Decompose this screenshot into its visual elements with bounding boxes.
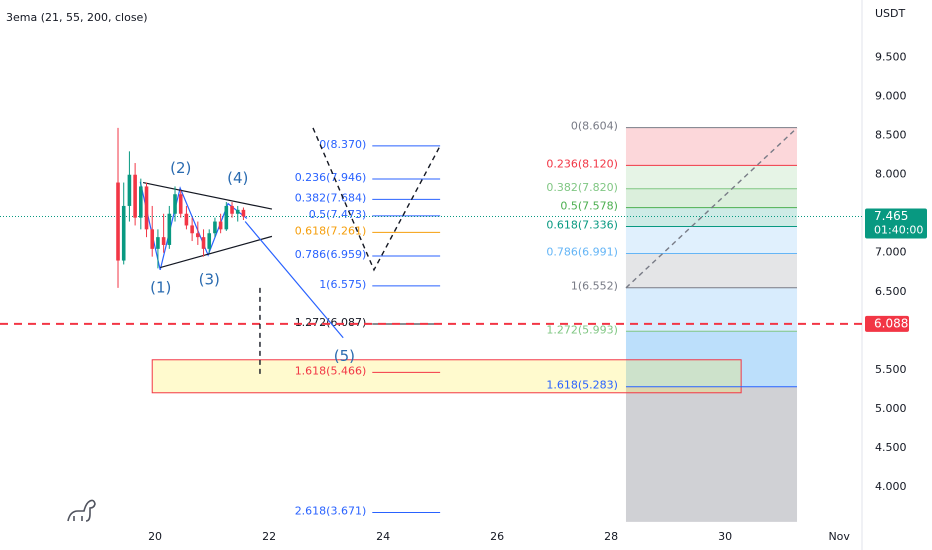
y-tick-label: 8.000 [875, 168, 907, 181]
x-tick-label: Nov [828, 530, 850, 543]
fib-label: 1(6.552) [571, 280, 618, 293]
candle-body [150, 229, 155, 249]
fib-label: 1.618(5.466) [295, 364, 367, 377]
trend-line [244, 221, 344, 339]
logo-icon [67, 499, 96, 522]
fib-label: 1.618(5.283) [546, 379, 618, 392]
x-tick-label: 22 [262, 530, 276, 543]
fib-band [625, 188, 798, 208]
candle-body [139, 186, 143, 218]
y-tick-label: 8.500 [875, 129, 907, 142]
wave-label: (3) [199, 271, 220, 289]
price-badge [865, 208, 927, 239]
candle-body [178, 194, 183, 214]
fib-band [625, 165, 798, 189]
fib-label: 0(8.370) [319, 138, 366, 151]
candle-body [133, 174, 137, 218]
candle-body [235, 209, 240, 214]
candle-body [196, 233, 200, 238]
trend-line [160, 235, 273, 269]
fib-label: 0.786(6.991) [546, 245, 618, 258]
fib-label: 0.382(7.820) [546, 181, 618, 194]
candle-body [230, 205, 234, 214]
currency-label: USDT [875, 7, 906, 20]
candle-body [116, 182, 120, 261]
trend-line [312, 127, 441, 272]
price-badge-label: 7.465 [874, 209, 908, 223]
fib-band [625, 331, 798, 387]
x-tick-label: 26 [490, 530, 504, 543]
candle-body [156, 237, 160, 249]
x-tick-label: 30 [718, 530, 732, 543]
candle-body [121, 205, 126, 261]
fib-label: 0.236(8.120) [546, 157, 618, 170]
chart-title: 3ema (21, 55, 200, close) [6, 11, 148, 24]
y-tick-label: 4.000 [875, 480, 907, 493]
x-tick-label: 24 [376, 530, 390, 543]
candle-body [161, 237, 166, 245]
y-tick-label: 9.500 [875, 51, 907, 64]
fib-label: 0.618(7.336) [546, 219, 618, 232]
fib-label: 1.272(5.993) [546, 323, 618, 336]
candle-body [184, 213, 189, 226]
candle-body [213, 221, 217, 234]
y-tick-label: 9.000 [875, 90, 907, 103]
fib-band [625, 226, 798, 254]
candle-body [207, 233, 212, 249]
fib-label: 1(6.575) [319, 278, 366, 291]
fib-label: 0.618(7.261) [295, 224, 367, 237]
candle-body [218, 221, 223, 230]
wave-label: (1) [150, 278, 171, 296]
candle-body [224, 205, 229, 230]
y-tick-label: 5.000 [875, 402, 907, 415]
candle-body [241, 209, 246, 217]
candle-body [167, 213, 172, 245]
logo [67, 499, 96, 522]
fib-band [625, 207, 798, 227]
fib-label: 0.382(7.684) [295, 191, 367, 204]
y-tick-label: 7.000 [875, 246, 907, 259]
fib-label: 2.618(3.671) [295, 504, 367, 517]
fib-label: 0.786(6.959) [295, 248, 367, 261]
candle-body [201, 237, 206, 249]
price-countdown: 01:40:00 [874, 223, 923, 236]
fib-label: 0.236(7.946) [295, 171, 367, 184]
target-box [151, 359, 742, 394]
y-tick-label: 6.500 [875, 285, 907, 298]
shade-area [625, 386, 798, 522]
wave-label: (2) [170, 159, 191, 177]
candle-body [190, 225, 194, 234]
x-tick-label: 28 [604, 530, 618, 543]
candle-body [173, 194, 177, 214]
fib-band [625, 287, 798, 332]
fib-band [625, 127, 798, 166]
wave-label: (5) [334, 347, 355, 365]
candle-body [144, 186, 149, 230]
alert-badge-label: 6.088 [874, 316, 908, 330]
candle-body [127, 174, 132, 206]
alert-badge [865, 315, 909, 332]
x-tick-label: 20 [148, 530, 162, 543]
wave-label: (4) [227, 169, 248, 187]
y-tick-label: 5.500 [875, 363, 907, 376]
plot-area: 0(8.370) 0.236(7.946) 0.382(7.684) 0.5(7.47… [0, 120, 862, 522]
trend-line [142, 181, 273, 210]
fib-label: 0.5(7.578) [560, 200, 618, 213]
fib-band [625, 253, 798, 288]
fib-label: 0.5(7.473) [309, 208, 367, 221]
trend-line [625, 127, 798, 289]
fib-label: 0(8.604) [571, 120, 618, 133]
y-tick-label: 4.500 [875, 441, 907, 454]
